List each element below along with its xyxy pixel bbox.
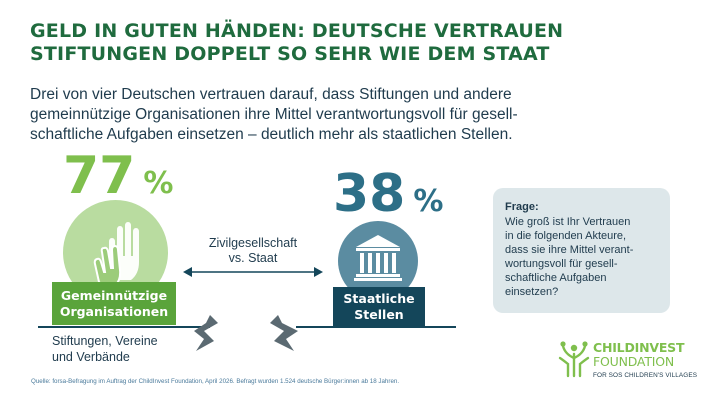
left-caption: Stiftungen, Vereine und Verbände bbox=[52, 334, 158, 364]
baseline-right bbox=[296, 326, 456, 328]
baseline-left bbox=[38, 326, 210, 328]
question-box: Frage: Wie groß ist Ihr Vertrauen in die… bbox=[493, 188, 670, 313]
label-staatliche-stellen: Staatliche Stellen bbox=[333, 287, 425, 327]
logo-line-2: FOUNDATION bbox=[593, 354, 675, 369]
break-symbol-right bbox=[270, 315, 298, 351]
hands-icon bbox=[93, 222, 139, 290]
double-arrow-icon bbox=[183, 267, 323, 277]
intro-text: Drei von vier Deutschen vertrauen darauf… bbox=[30, 86, 518, 143]
government-building-icon bbox=[354, 235, 402, 281]
right-percentage-value: 38 bbox=[333, 164, 406, 224]
comparison-label: Zivilgesellschaft vs. Staat bbox=[208, 236, 298, 265]
right-percentage-sign: % bbox=[413, 184, 444, 219]
right-percentage: 38% bbox=[333, 168, 443, 220]
headline: GELD IN GUTEN HÄNDEN: DEUTSCHE VERTRAUEN… bbox=[30, 20, 564, 65]
question-title: Frage: bbox=[505, 201, 539, 213]
question-text: Wie groß ist Ihr Vertrauen in die folgen… bbox=[505, 216, 634, 298]
break-symbol-left bbox=[194, 315, 218, 351]
left-percentage: 77% bbox=[63, 150, 173, 202]
source-note: Quelle: forsa-Befragung im Auftrag der C… bbox=[31, 378, 400, 385]
childinvest-logo: CHILDINVEST FOUNDATION FOR SOS CHILDREN'… bbox=[557, 338, 697, 384]
tree-logo-icon bbox=[558, 341, 590, 378]
left-percentage-value: 77 bbox=[63, 146, 136, 206]
label-gemeinnuetzige-organisationen: Gemeinnützige Organisationen bbox=[52, 282, 176, 325]
logo-line-1: CHILDINVEST bbox=[593, 340, 685, 355]
logo-line-3: FOR SOS CHILDREN'S VILLAGES bbox=[593, 372, 698, 379]
left-percentage-sign: % bbox=[143, 166, 174, 201]
